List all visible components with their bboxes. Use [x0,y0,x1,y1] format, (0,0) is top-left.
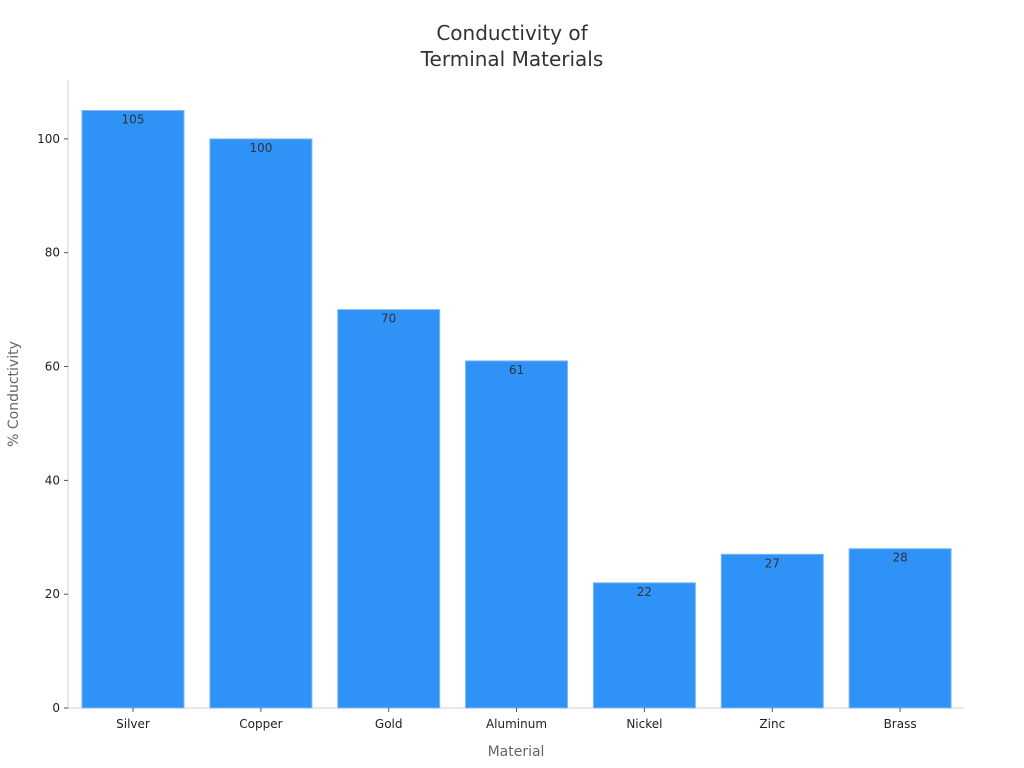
data-labels: 105 100 70 61 22 27 28 [122,113,908,599]
data-label-silver: 105 [122,113,145,127]
bar-nickel [592,582,696,709]
bar-copper [209,138,313,709]
y-ticks: 0 20 40 60 80 100 [37,132,68,715]
bar-zinc [720,553,824,709]
x-tick-label-nickel: Nickel [626,717,662,731]
data-label-zinc: 27 [765,556,780,570]
data-label-copper: 100 [249,141,272,155]
y-tick-label-80: 80 [45,246,60,260]
y-tick-label-0: 0 [52,701,60,715]
y-tick-label-100: 100 [37,132,60,146]
x-tick-label-aluminum: Aluminum [486,717,547,731]
bar-aluminum [465,360,568,709]
x-tick-label-gold: Gold [375,717,403,731]
y-axis-title: % Conductivity [6,341,22,447]
y-tick-label-60: 60 [45,360,60,374]
x-ticks: Silver Copper Gold Aluminum Nickel Zinc Brass [116,708,917,731]
x-tick-label-zinc: Zinc [759,717,785,731]
data-label-nickel: 22 [637,585,652,599]
bar-gold [337,309,441,709]
bar-silver [81,110,185,709]
y-tick-label-40: 40 [45,473,60,487]
chart-title-line-2: Terminal Materials [420,47,604,71]
chart-title: Conductivity of Terminal Materials [420,21,604,71]
bar-brass [848,548,952,709]
bars [81,110,952,709]
data-label-aluminum: 61 [509,363,524,377]
data-label-brass: 28 [892,551,907,565]
x-tick-label-copper: Copper [239,717,282,731]
x-axis-title: Material [488,744,545,760]
x-tick-label-brass: Brass [884,717,917,731]
y-tick-label-20: 20 [45,587,60,601]
data-label-gold: 70 [381,312,396,326]
chart-title-line-1: Conductivity of [436,21,588,45]
x-tick-label-silver: Silver [116,717,150,731]
